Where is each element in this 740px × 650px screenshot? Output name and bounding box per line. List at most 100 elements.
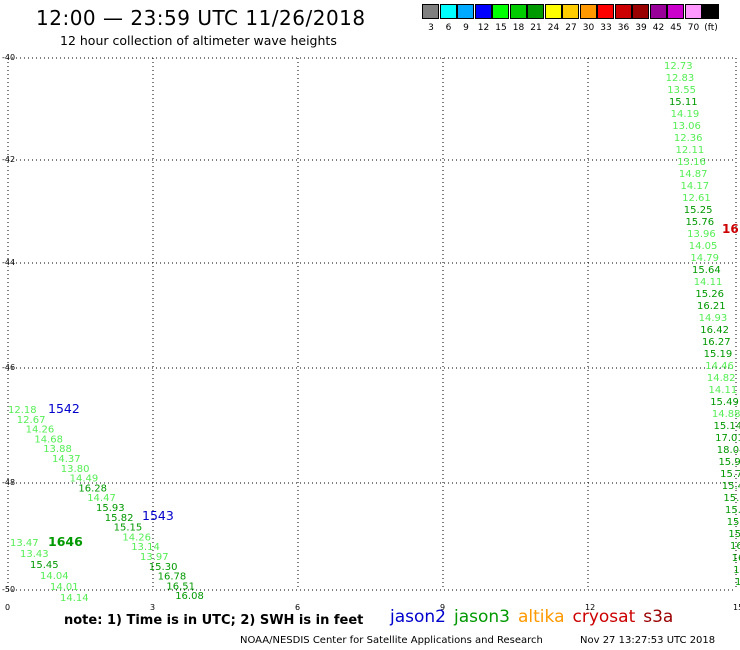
color-swatch <box>474 4 492 19</box>
y-tick-label: -46 <box>2 363 16 372</box>
swh-label: 15.99 <box>718 457 740 468</box>
swh-label: 14.79 <box>690 253 719 264</box>
swh-label: 14.05 <box>689 241 718 252</box>
swh-label: 16. <box>732 553 740 564</box>
swh-label: 15.15 <box>114 523 143 534</box>
swh-label: 14.26 <box>122 532 151 543</box>
color-swatch <box>457 4 474 19</box>
swh-label: 14.49 <box>70 474 99 485</box>
swh-label: 15.76 <box>685 217 714 228</box>
swh-label: 12.36 <box>674 133 703 144</box>
swh-label: 14.46 <box>705 361 734 372</box>
color-label: 70 <box>687 23 700 33</box>
observations: 12.7312.8313.5515.1114.1913.0612.3612.11… <box>8 61 740 604</box>
grid <box>7 57 737 591</box>
swh-label: 14.47 <box>87 493 116 504</box>
swh-label: 16.42 <box>700 325 729 336</box>
x-tick-label: 15 <box>733 603 740 612</box>
swh-label: 13.16 <box>677 157 706 168</box>
color-label: 27 <box>565 23 577 33</box>
swh-label: 14.14 <box>60 593 89 604</box>
swh-label: 13.43 <box>20 549 49 560</box>
color-label: 33 <box>600 23 612 33</box>
swh-label: 13.14 <box>131 542 160 553</box>
x-tick-label: 12 <box>585 603 596 612</box>
swh-label: 12.83 <box>666 73 695 84</box>
swh-label: 16.78 <box>158 572 187 583</box>
color-swatch <box>614 4 632 19</box>
swh-label: 15.3 <box>727 517 740 528</box>
color-label: 45 <box>670 23 682 33</box>
swh-label: 15.49 <box>710 397 739 408</box>
swh-label: 14.04 <box>40 571 69 582</box>
swh-label: 15.45 <box>30 560 59 571</box>
color-swatch <box>509 4 527 19</box>
y-tick-label: -40 <box>2 53 16 62</box>
swh-label: 16. <box>730 541 740 552</box>
satellite-legend-item: jason2 <box>390 607 446 627</box>
page-subtitle: 12 hour collection of altimeter wave hei… <box>60 33 337 48</box>
swh-label: 16.51 <box>166 581 195 592</box>
swh-label: 15 <box>735 577 740 588</box>
color-label: 21 <box>530 23 542 33</box>
x-tick-label: 3 <box>150 603 156 612</box>
swh-label: 18.04 <box>717 445 740 456</box>
color-swatch <box>439 4 457 19</box>
swh-label: 15.73 <box>720 469 740 480</box>
swh-label: 14.17 <box>681 181 710 192</box>
swh-label: 15.1 <box>723 493 740 504</box>
color-label: 3 <box>428 23 434 33</box>
swh-label: 14.93 <box>699 313 728 324</box>
color-label: 9 <box>463 23 469 33</box>
swh-label: 15.11 <box>669 97 698 108</box>
swh-label: 14.68 <box>34 434 63 445</box>
swh-label: 13.06 <box>672 121 701 132</box>
swh-label: 12.18 <box>8 405 37 416</box>
color-label: 36 <box>617 23 630 33</box>
swh-label: 14.87 <box>679 169 708 180</box>
color-swatch <box>492 4 509 19</box>
swh-label: 14.88 <box>712 409 740 420</box>
swh-label: 16.28 <box>78 483 107 494</box>
swh-label: 12.73 <box>664 61 693 72</box>
swh-label: 13.47 <box>10 538 39 549</box>
swh-label: 16.21 <box>697 301 726 312</box>
swh-label: 15.30 <box>149 562 178 573</box>
swh-label: 14.82 <box>707 373 736 384</box>
satellite-legend-item: s3a <box>643 607 674 627</box>
color-swatch <box>544 4 562 19</box>
color-swatch <box>632 4 649 19</box>
satellite-legend-item: altika <box>518 607 565 627</box>
swh-label: 14.11 <box>709 385 738 396</box>
swh-label: 12.61 <box>682 193 711 204</box>
x-tick-label: 9 <box>440 603 446 612</box>
color-swatch <box>422 4 439 19</box>
swh-label: 15.93 <box>96 503 125 514</box>
swh-label-red: 16 <box>722 222 739 236</box>
color-swatch <box>667 4 684 19</box>
x-tick-label: 6 <box>295 603 301 612</box>
pass-time-label: 1542 <box>48 401 80 416</box>
swh-label: 15.26 <box>695 289 724 300</box>
swh-label: 13.80 <box>61 464 90 475</box>
color-swatch <box>579 4 597 19</box>
pass-time-label: 1543 <box>142 508 174 523</box>
swh-label: 15.25 <box>684 205 713 216</box>
swh-label: 16.27 <box>702 337 731 348</box>
swh-label: 15.19 <box>704 349 733 360</box>
swh-label: 15.64 <box>692 265 721 276</box>
swh-label: 15 <box>733 565 740 576</box>
color-swatch <box>562 4 579 19</box>
credit-text: NOAA/NESDIS Center for Satellite Applica… <box>240 635 543 646</box>
color-swatch <box>597 4 614 19</box>
color-swatch <box>527 4 544 19</box>
satellite-legend-item: cryosat <box>572 607 636 627</box>
swh-label: 14.11 <box>694 277 723 288</box>
color-label: 42 <box>652 23 665 33</box>
color-label: 24 <box>547 23 560 33</box>
color-swatch <box>702 4 719 19</box>
swh-label: 12.67 <box>17 415 46 426</box>
pass-time-label: 1646 <box>48 534 83 549</box>
swh-label: 15.8 <box>728 529 740 540</box>
